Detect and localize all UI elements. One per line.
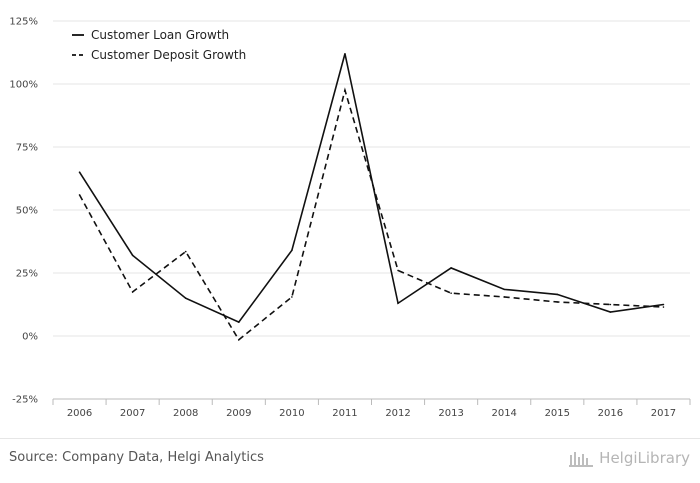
data-point	[556, 301, 559, 303]
x-tick-label: 2014	[491, 408, 516, 419]
y-tick-label: 0%	[22, 332, 38, 343]
x-tick-label: 2009	[226, 408, 251, 419]
x-axis	[52, 398, 691, 405]
data-point	[344, 89, 346, 92]
y-tick-label: -25%	[12, 395, 38, 406]
data-point	[291, 296, 293, 298]
data-point	[131, 291, 134, 293]
data-point	[503, 288, 506, 291]
data-point	[184, 250, 187, 253]
brand-name: HelgiLibrary	[599, 449, 690, 467]
series-line-1	[78, 53, 664, 324]
series-lines	[78, 52, 665, 341]
legend-label: Customer Loan Growth	[91, 28, 229, 42]
x-tick-label: 2015	[545, 408, 570, 419]
x-tick-label: 2011	[332, 408, 357, 419]
y-tick-label: 25%	[16, 269, 38, 280]
x-tick-label: 2007	[120, 408, 145, 419]
data-point	[397, 302, 399, 305]
data-point	[397, 269, 399, 272]
y-tick-label: 125%	[9, 17, 38, 28]
data-point	[662, 306, 665, 308]
y-tick-label: 75%	[16, 143, 38, 154]
data-point	[344, 52, 346, 55]
x-tick-label: 2013	[438, 408, 463, 419]
data-point	[184, 297, 187, 300]
x-tick-label: 2017	[651, 408, 676, 419]
x-tick-label: 2008	[173, 408, 198, 419]
gridlines	[53, 20, 690, 337]
data-point	[131, 254, 134, 257]
x-axis-labels: 2006 2007 2008 2009 2010 2011 2012 2013 2014 2015…	[67, 408, 676, 419]
data-point	[237, 321, 240, 323]
data-point	[503, 296, 506, 298]
data-point	[291, 249, 293, 252]
brand-logo: HelgiLibrary	[569, 449, 690, 467]
x-tick-label: 2016	[598, 408, 623, 419]
library-icon	[569, 452, 594, 467]
line-chart: -25% 0% 25% 50% 75% 100% 125% 2006 2007 2008 2009…	[9, 17, 691, 419]
x-tick-label: 2012	[385, 408, 410, 419]
y-tick-label: 50%	[16, 206, 38, 217]
legend: Customer Loan Growth Customer Deposit Gro…	[72, 28, 246, 62]
data-point	[78, 171, 81, 173]
footer-divider	[0, 438, 700, 439]
legend-label: Customer Deposit Growth	[91, 48, 246, 62]
y-tick-label: 100%	[9, 80, 38, 91]
data-point	[450, 292, 452, 294]
data-point	[78, 194, 81, 196]
data-point	[450, 267, 452, 269]
x-tick-label: 2010	[279, 408, 304, 419]
data-point	[237, 338, 240, 341]
series-line-2	[78, 87, 664, 341]
data-point	[609, 311, 612, 313]
data-point	[662, 303, 665, 306]
x-tick-label: 2006	[67, 408, 92, 419]
data-point	[609, 303, 612, 306]
data-point	[556, 293, 559, 296]
y-axis-labels: -25% 0% 25% 50% 75% 100% 125%	[9, 17, 38, 406]
source-note: Source: Company Data, Helgi Analytics	[9, 450, 264, 465]
